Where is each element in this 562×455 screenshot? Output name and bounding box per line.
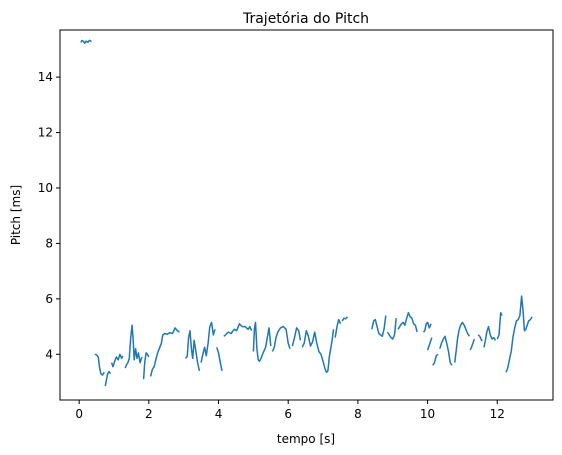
pitch-line-segment-22 <box>433 354 438 365</box>
y-tick-label: 12 <box>38 126 53 140</box>
pitch-line-segment-29 <box>506 296 532 372</box>
pitch-line-segment-16 <box>342 317 347 321</box>
pitch-line-segment-7 <box>185 331 199 371</box>
pitch-line-segment-26 <box>478 335 483 341</box>
y-tick-label: 14 <box>38 70 53 84</box>
y-tick-label: 8 <box>45 236 53 250</box>
x-tick-label: 12 <box>490 407 505 421</box>
y-tick-label: 4 <box>45 347 53 361</box>
pitch-line-segment-3 <box>112 354 123 366</box>
x-axis-label: tempo [s] <box>277 432 335 446</box>
pitch-line-segment-27 <box>484 327 496 348</box>
pitch-line-segment-28 <box>497 313 502 339</box>
x-tick-label: 10 <box>420 407 435 421</box>
chart-title: Trajetória do Pitch <box>242 11 369 27</box>
pitch-line-segment-14 <box>302 329 333 372</box>
x-tick-label: 8 <box>354 407 362 421</box>
pitch-line-segment-15 <box>335 320 340 338</box>
pitch-line-segment-4 <box>125 325 142 368</box>
pitch-line-segment-13 <box>292 328 300 346</box>
pitch-line-segment-24 <box>455 322 470 362</box>
pitch-series <box>81 40 532 386</box>
y-tick-label: 6 <box>45 292 53 306</box>
pitch-line-segment-12 <box>273 327 291 352</box>
pitch-line-segment-25 <box>470 339 474 350</box>
pitch-line-segment-9 <box>217 347 222 371</box>
pitch-line-segment-1 <box>95 354 104 375</box>
y-axis-label: Pitch [ms] <box>9 185 23 245</box>
pitch-line-segment-23 <box>440 336 452 365</box>
x-tick-label: 0 <box>75 407 83 421</box>
pitch-line-segment-6 <box>151 328 180 377</box>
x-tick-label: 6 <box>284 407 292 421</box>
y-axis-ticks: 4 6 8 10 12 14 <box>38 70 60 361</box>
y-tick-label: 10 <box>38 181 53 195</box>
x-tick-label: 2 <box>145 407 153 421</box>
pitch-line-segment-21 <box>428 338 432 351</box>
pitch-line-segment-20 <box>423 322 431 332</box>
pitch-line-segment-0 <box>81 40 92 43</box>
pitch-line-segment-11 <box>253 322 270 361</box>
pitch-line-segment-8 <box>201 322 215 362</box>
pitch-line-segment-19 <box>398 313 417 332</box>
pitch-line-segment-18 <box>388 318 397 339</box>
x-tick-label: 4 <box>215 407 223 421</box>
x-axis-ticks: 0 2 4 6 8 10 12 <box>75 400 505 421</box>
pitch-line-segment-2 <box>105 372 110 387</box>
pitch-line-segment-10 <box>224 324 252 337</box>
pitch-line-segment-5 <box>144 353 149 379</box>
pitch-line-segment-17 <box>372 316 386 337</box>
